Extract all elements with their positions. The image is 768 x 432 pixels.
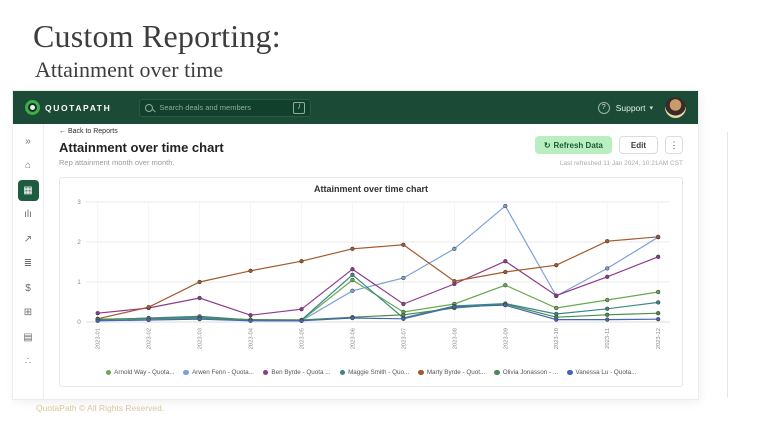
slide-footer: QuotaPath © All Rights Reserved. bbox=[36, 403, 165, 413]
slash-shortcut-key: / bbox=[293, 101, 306, 114]
chart-card: Attainment over time chart 0 1 2 3 2023-01 20… bbox=[59, 177, 683, 387]
svg-text:2023-04: 2023-04 bbox=[249, 327, 255, 349]
legend-color-dot bbox=[262, 369, 269, 376]
legend-color-dot bbox=[494, 369, 500, 376]
slide-subtitle: Attainment over time bbox=[35, 57, 224, 82]
app-header-bar: QUOTAPATH / ? Support ▾ bbox=[13, 91, 698, 124]
svg-text:2023-08: 2023-08 bbox=[452, 328, 458, 349]
kebab-menu-button[interactable]: ⋮ bbox=[665, 136, 683, 154]
calculator-icon: ⊞ bbox=[23, 307, 33, 318]
svg-text:0: 0 bbox=[77, 319, 81, 326]
svg-text:3: 3 bbox=[77, 199, 81, 206]
slide-edge-divider bbox=[727, 132, 728, 398]
legend-item-2[interactable]: Arwen Fenn - Quota... bbox=[183, 369, 254, 376]
quotapath-logo-icon bbox=[25, 100, 40, 115]
trends-icon: ↗ bbox=[23, 233, 33, 245]
home-icon: ⌂ bbox=[24, 160, 32, 171]
legend-item-6[interactable]: Olivia Jonasson - ... bbox=[494, 369, 558, 376]
expand-icon: » bbox=[25, 135, 31, 147]
quotapath-logo[interactable]: QUOTAPATH bbox=[25, 100, 111, 115]
page-subtitle: Rep attainment month over month. bbox=[59, 158, 175, 167]
quotapath-app-window: QUOTAPATH / ? Support ▾ » ⌂ ▦ ılı ↗ ≣ $ ⊞ ▤ ∴ ← B… bbox=[13, 91, 698, 399]
svg-text:2: 2 bbox=[77, 239, 81, 246]
svg-text:2023-01: 2023-01 bbox=[96, 328, 102, 349]
svg-text:2023-02: 2023-02 bbox=[147, 328, 153, 349]
sidebar-item-calculator[interactable]: ⊞ bbox=[18, 303, 39, 324]
charts-icon: ılı bbox=[24, 209, 32, 220]
chevron-down-icon: ▾ bbox=[649, 104, 653, 112]
legend-item-4[interactable]: Maggie Smith - Quo... bbox=[339, 369, 410, 376]
legend-label: Marty Byrde - Quot... bbox=[426, 369, 486, 376]
chart-legend: Arnold Way - Quota... Arwen Fenn - Quota.… bbox=[66, 369, 676, 376]
sidebar-item-reports[interactable]: ▦ bbox=[17, 180, 39, 201]
global-search[interactable]: / bbox=[139, 98, 312, 117]
sidebar-nav: » ⌂ ▦ ılı ↗ ≣ $ ⊞ ▤ ∴ bbox=[13, 124, 44, 399]
edit-button[interactable]: Edit bbox=[618, 136, 658, 154]
search-icon bbox=[145, 103, 154, 112]
chart-title: Attainment over time chart bbox=[313, 184, 429, 194]
legend-label: Ben Byrde - Quota ... bbox=[271, 369, 331, 376]
brand-name: QUOTAPATH bbox=[45, 102, 112, 113]
svg-text:2023-10: 2023-10 bbox=[554, 328, 560, 349]
sidebar-item-trends[interactable]: ↗ bbox=[18, 229, 39, 250]
slide-title: Custom Reporting: bbox=[33, 18, 281, 54]
sidebar-item-charts[interactable]: ılı bbox=[18, 205, 39, 226]
payouts-icon: $ bbox=[25, 282, 31, 294]
svg-text:2023-05: 2023-05 bbox=[300, 328, 306, 349]
user-avatar[interactable] bbox=[665, 97, 686, 118]
svg-text:2023-09: 2023-09 bbox=[503, 328, 509, 349]
legend-color-dot bbox=[105, 369, 112, 376]
help-icon: ? bbox=[597, 101, 610, 114]
sidebar-item-payouts[interactable]: $ bbox=[18, 278, 39, 299]
attainment-line-chart: 0 1 2 3 2023-01 2023-02 2023-03 2023-04 2023-05 2… bbox=[77, 199, 671, 349]
svg-text:2023-03: 2023-03 bbox=[198, 328, 204, 349]
legend-item-7[interactable]: Vanessa Lu - Quota... bbox=[567, 369, 636, 376]
breadcrumb-back-to-reports[interactable]: ← Back to Reports bbox=[59, 128, 118, 135]
legend-item-5[interactable]: Marty Byrde - Quot... bbox=[418, 369, 485, 376]
sidebar-item-expand[interactable]: » bbox=[18, 131, 39, 152]
ledger-icon: ▤ bbox=[23, 331, 33, 343]
refresh-data-button[interactable]: ↻ Refresh Data bbox=[534, 136, 612, 154]
legend-label: Arwen Fenn - Quota... bbox=[191, 369, 254, 376]
svg-text:2023-11: 2023-11 bbox=[605, 328, 611, 349]
legend-label: Olivia Jonasson - ... bbox=[502, 369, 559, 376]
svg-text:2023-06: 2023-06 bbox=[350, 328, 356, 349]
legend-label: Arnold Way - Quota... bbox=[114, 369, 175, 376]
legend-label: Vanessa Lu - Quota... bbox=[575, 369, 637, 376]
sidebar-item-integrations[interactable]: ∴ bbox=[18, 352, 39, 373]
sidebar-item-ledger[interactable]: ▤ bbox=[18, 327, 39, 348]
reports-icon: ▦ bbox=[23, 184, 33, 196]
legend-label: Maggie Smith - Quo... bbox=[348, 369, 410, 376]
legend-color-dot bbox=[339, 369, 346, 376]
search-input[interactable] bbox=[157, 102, 290, 113]
integrations-icon: ∴ bbox=[24, 356, 32, 367]
last-refreshed-text: Last refreshed 11 Jan 2024, 10:21AM CST bbox=[559, 160, 683, 167]
plans-icon: ≣ bbox=[23, 258, 33, 269]
refresh-icon: ↻ bbox=[543, 140, 551, 150]
svg-text:2023-12: 2023-12 bbox=[656, 328, 662, 349]
sidebar-item-home[interactable]: ⌂ bbox=[18, 156, 39, 177]
legend-item-3[interactable]: Ben Byrde - Quota ... bbox=[262, 369, 331, 376]
svg-text:2023-07: 2023-07 bbox=[401, 328, 407, 349]
legend-color-dot bbox=[418, 369, 424, 376]
svg-text:1: 1 bbox=[77, 279, 81, 286]
legend-color-dot bbox=[567, 369, 573, 376]
legend-item-1[interactable]: Arnold Way - Quota... bbox=[105, 369, 175, 376]
support-menu[interactable]: Support bbox=[615, 102, 646, 113]
sidebar-item-plans[interactable]: ≣ bbox=[18, 254, 39, 275]
legend-color-dot bbox=[183, 369, 189, 376]
main-content: ← Back to Reports Attainment over time c… bbox=[44, 124, 698, 399]
page-title: Attainment over time chart bbox=[59, 140, 224, 155]
